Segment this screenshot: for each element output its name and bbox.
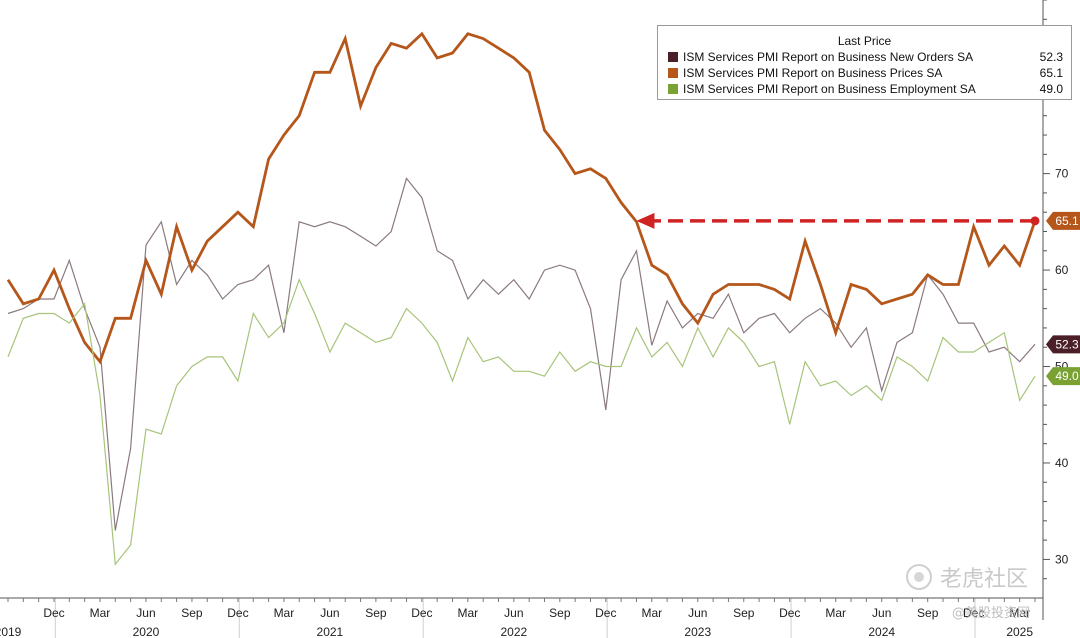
x-tick-label: Dec [227,606,248,620]
y-tick-label: 40 [1055,456,1069,470]
legend-name-employment: ISM Services PMI Report on Business Empl… [683,82,976,96]
year-divider-group [54,598,976,638]
series-group [6,31,1037,566]
last-value-label-employment: 49.0 [1046,367,1080,386]
series-line-new-orders [7,177,1036,531]
annotation-arrowhead [636,212,655,229]
y-tick-label: 30 [1055,552,1069,566]
x-tick-label: Jun [136,606,155,620]
x-tick-label: Jun [872,606,891,620]
x-tick-label: Mar [1009,606,1030,620]
x-tick-label: Mar [90,606,111,620]
legend: Last Price ISM Services PMI Report on Bu… [657,25,1072,100]
series-line-prices [6,31,1037,365]
x-tick-label: Dec [411,606,432,620]
series-line-employment [7,278,1036,566]
legend-entry-new-orders: ISM Services PMI Report on Business New … [658,49,1071,65]
x-tick-label: Sep [181,606,203,620]
legend-entry-employment: ISM Services PMI Report on Business Empl… [658,81,1071,97]
last-value-text: 49.0 [1055,369,1079,383]
tiger-logo-icon [906,564,932,590]
x-tick-label: Sep [733,606,755,620]
x-tick-label: Sep [917,606,939,620]
x-tick-label: Dec [43,606,64,620]
x-tick-label: Jun [504,606,523,620]
x-tick-label: Mar [458,606,479,620]
watermark: 老虎社区 [906,563,1074,592]
x-year-label: 2025 [1006,625,1033,638]
x-tick-label: Dec [779,606,800,620]
x-tick-label: Sep [549,606,571,620]
x-tick-label: Jun [320,606,339,620]
legend-name-prices: ISM Services PMI Report on Business Pric… [683,66,943,80]
x-year-label: 2019 [0,625,22,638]
x-tick-label: Dec [595,606,616,620]
legend-entry-prices: ISM Services PMI Report on Business Pric… [658,65,1071,81]
watermark-secondary: @美股投资网 [952,606,1031,621]
legend-name-new-orders: ISM Services PMI Report on Business New … [683,50,974,64]
legend-value-new-orders: 52.3 [1039,50,1063,64]
x-year-label: 2020 [133,625,160,638]
annotation-end-dot [1030,216,1040,226]
x-year-label: 2023 [684,625,711,638]
x-tick-label: Jun [688,606,707,620]
last-value-tag [1046,211,1080,230]
last-value-label-new-orders: 52.3 [1046,335,1080,354]
annotation-group [636,212,1040,229]
legend-value-prices: 65.1 [1039,66,1063,80]
legend-value-employment: 49.0 [1039,82,1063,96]
y-tick-label: 70 [1055,167,1069,181]
last-value-tag [1046,335,1080,354]
x-year-label: 2021 [317,625,344,638]
y-tick-label: 60 [1055,263,1069,277]
x-tick-label: Mar [641,606,662,620]
legend-swatch-new-orders [668,52,678,62]
x-tick-label: Dec [963,606,984,620]
legend-swatch-prices [668,68,678,78]
watermark-text: 老虎社区 [940,567,1029,592]
x-year-label: 2022 [500,625,527,638]
legend-swatch-employment [668,84,678,94]
legend-title: Last Price [837,34,892,48]
x-tick-label: Mar [274,606,295,620]
last-value-tag [1046,367,1080,386]
last-value-text: 65.1 [1055,214,1079,228]
x-tick-label: Sep [365,606,387,620]
last-value-label-prices: 65.1 [1046,211,1080,230]
last-value-text: 52.3 [1055,337,1079,351]
last-value-label-group: 52.3 65.1 49.0 [1046,211,1080,386]
x-year-label: 2024 [868,625,895,638]
x-tick-label: Mar [825,606,846,620]
